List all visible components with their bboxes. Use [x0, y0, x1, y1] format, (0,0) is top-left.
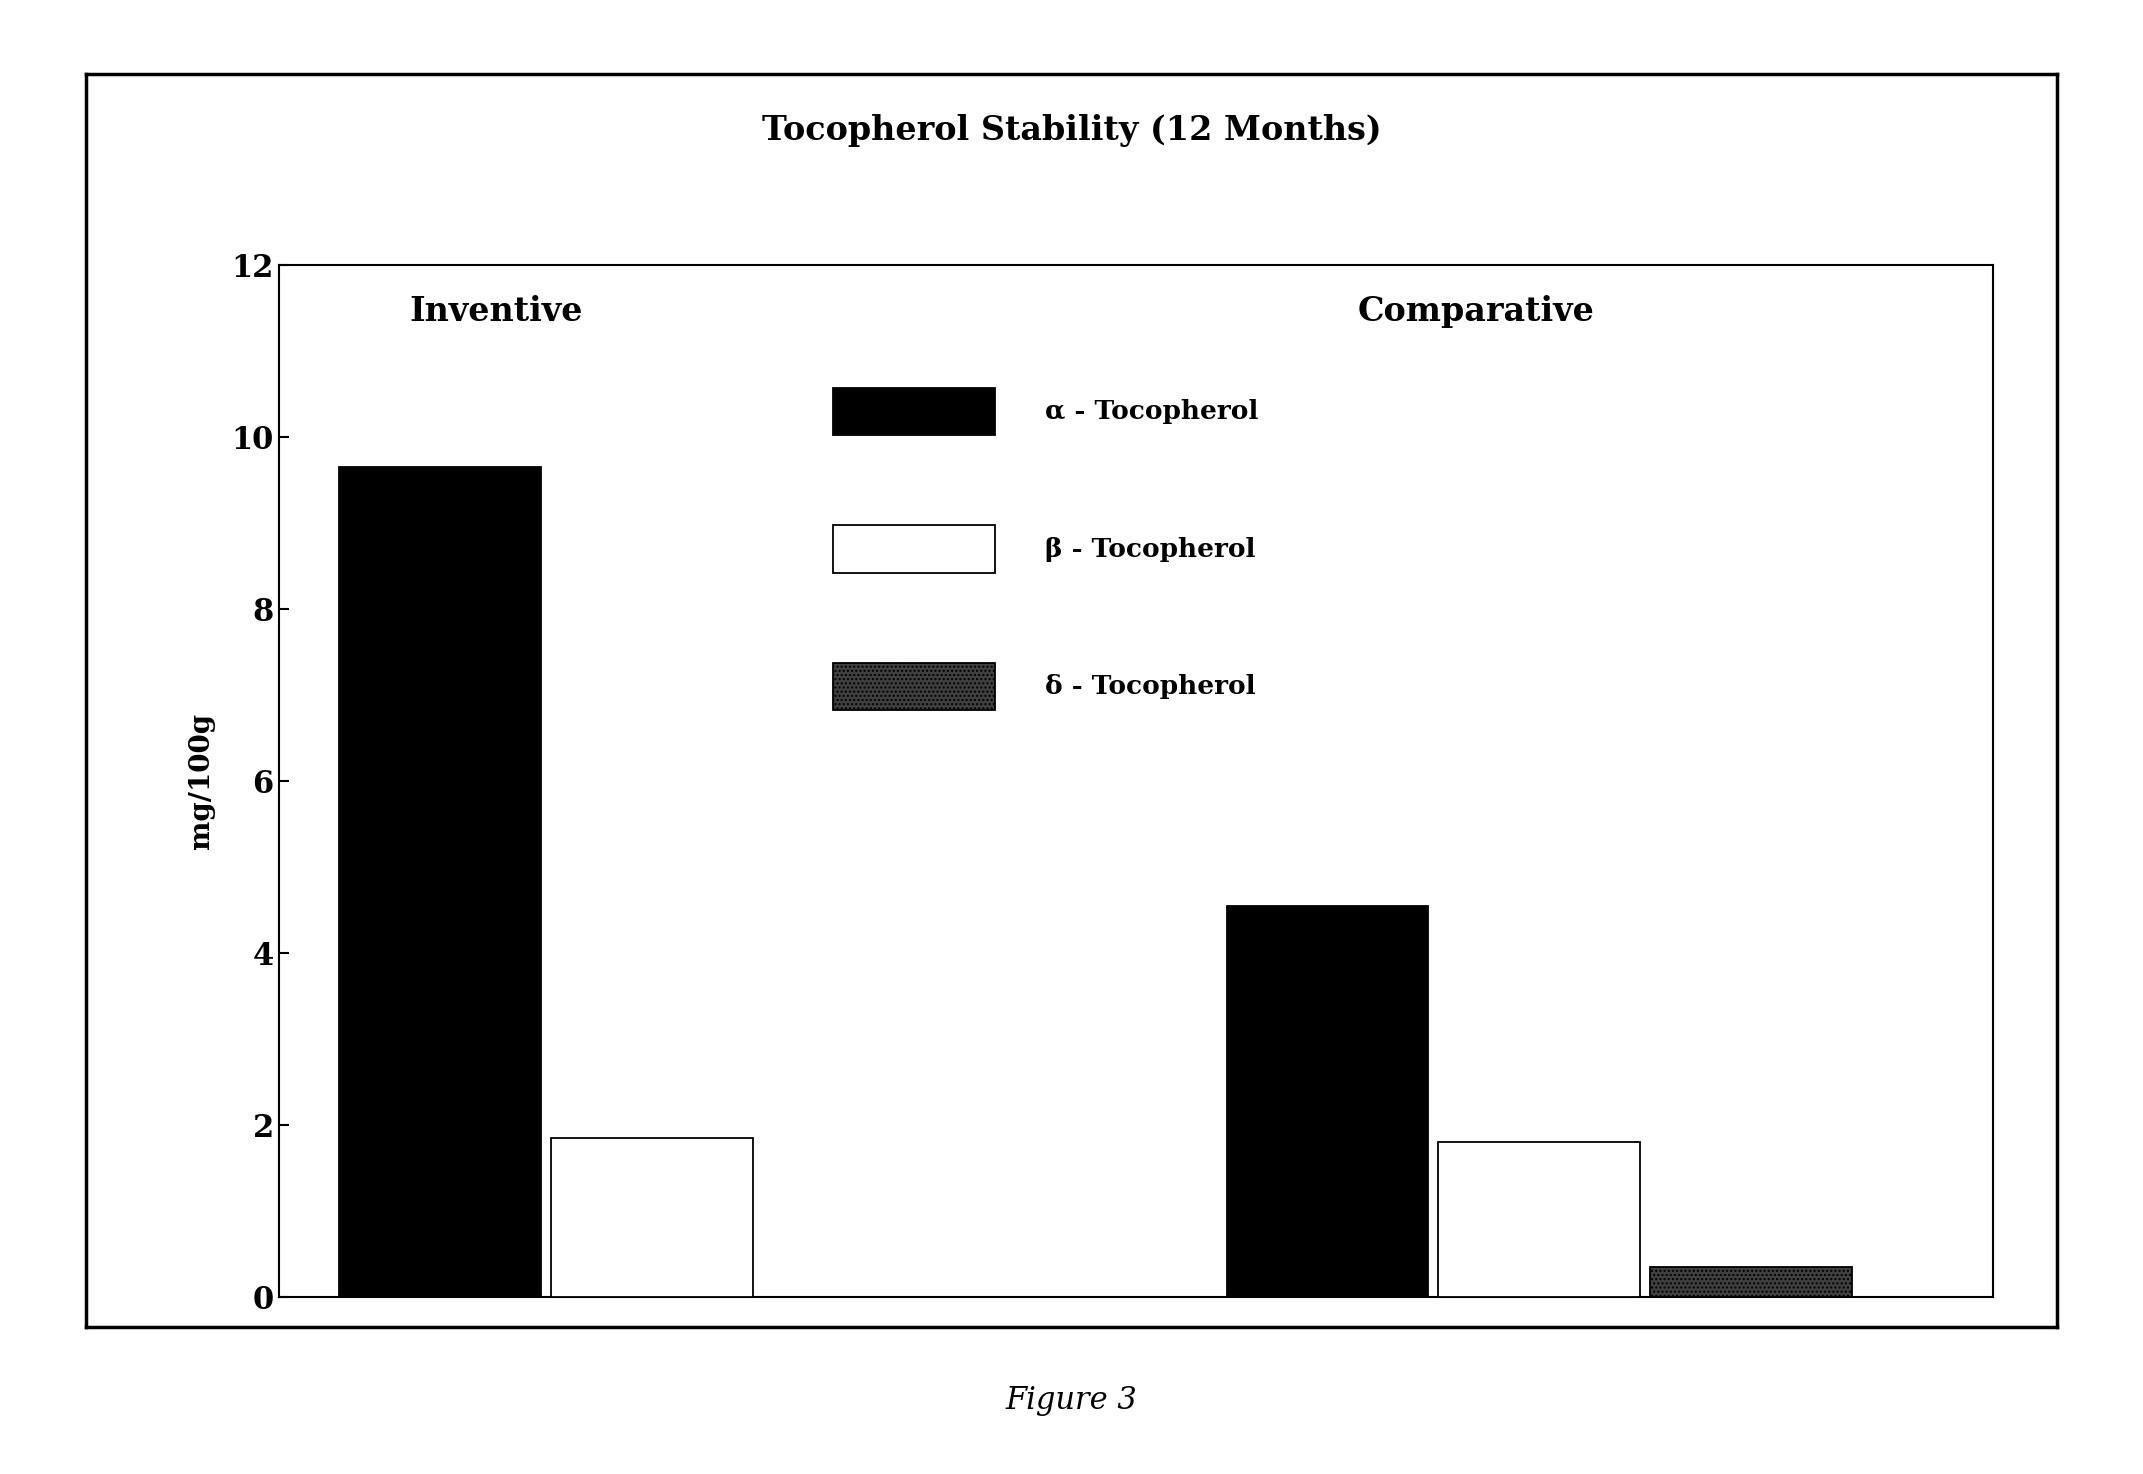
Bar [339, 467, 540, 1297]
Bar [1650, 1268, 1852, 1297]
Text: β - Tocopherol: β - Tocopherol [1046, 537, 1256, 562]
Text: α - Tocopherol: α - Tocopherol [1046, 399, 1258, 425]
Bar [1226, 907, 1427, 1297]
Bar [834, 525, 994, 573]
Text: Tocopherol Stability (12 Months): Tocopherol Stability (12 Months) [761, 113, 1382, 146]
Bar [1438, 1142, 1639, 1297]
Bar [834, 663, 994, 710]
Y-axis label: mg/100g: mg/100g [189, 713, 214, 849]
Text: Inventive: Inventive [409, 295, 583, 329]
Text: δ - Tocopherol: δ - Tocopherol [1046, 674, 1256, 699]
Bar [551, 1138, 752, 1297]
Text: Figure 3: Figure 3 [1005, 1384, 1138, 1417]
Bar [834, 388, 994, 435]
Text: Comparative: Comparative [1359, 295, 1594, 329]
